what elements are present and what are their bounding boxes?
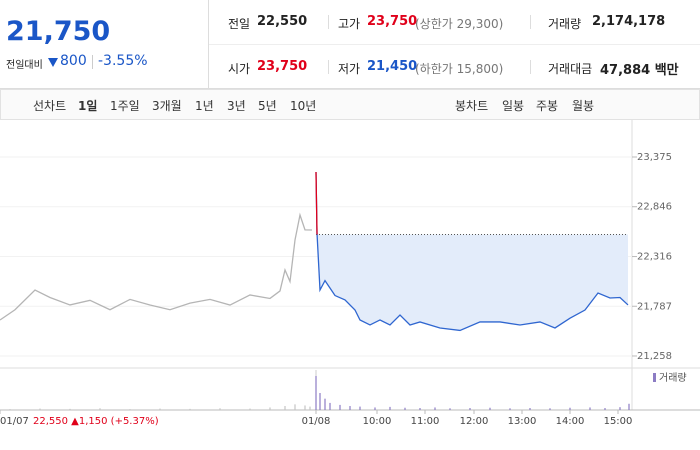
divider xyxy=(328,15,329,29)
volume-bar xyxy=(304,405,306,410)
volume-bar xyxy=(529,408,531,410)
x-tick-label: 15:00 xyxy=(604,416,633,427)
volume-bar xyxy=(449,408,451,410)
prev-day-note: 22,550 ▲1,150 (+5.37%) xyxy=(33,416,159,427)
stat-value: 23,750 xyxy=(257,59,308,74)
stat-note: (하한가 15,800) xyxy=(415,62,504,76)
down-icon xyxy=(48,58,58,67)
volume-bar xyxy=(628,403,630,410)
volume-bar xyxy=(319,393,321,410)
y-tick-label: 22,316 xyxy=(637,252,672,263)
tab[interactable]: 3년 xyxy=(227,99,246,113)
volume-bar xyxy=(39,408,41,410)
divider xyxy=(530,60,531,74)
volume-bar xyxy=(284,406,286,410)
stat-value: 22,550 xyxy=(257,14,308,29)
volume-bar xyxy=(9,409,11,410)
volume-bar xyxy=(589,407,591,410)
chart: 21,258 21,787 22,316 22,846 23,375 01/07 01/08… xyxy=(0,120,700,427)
stat-label: 고가 xyxy=(338,17,361,31)
volume-bar xyxy=(159,408,161,410)
stat-value: 2,174,178 xyxy=(592,14,666,29)
volume-bar xyxy=(359,406,361,410)
legend-label: 거래량 xyxy=(659,372,687,384)
tab[interactable]: 1년 xyxy=(195,99,214,113)
stat-label: 시가 xyxy=(228,62,251,76)
volume-bar xyxy=(99,408,101,410)
x-tick-label: 13:00 xyxy=(508,416,537,427)
volume-bar xyxy=(374,407,376,410)
volume-bar xyxy=(189,408,191,410)
tab-group-label: 선차트 xyxy=(33,99,67,113)
stat-value: 23,750 xyxy=(367,14,418,29)
volume-bar xyxy=(389,406,391,410)
volume-bar xyxy=(569,407,571,410)
x-tick-label: 12:00 xyxy=(460,416,489,427)
y-tick-label: 21,787 xyxy=(637,301,672,312)
divider xyxy=(92,55,93,69)
divider xyxy=(208,0,209,88)
change-label: 전일대비 xyxy=(6,60,43,71)
volume-bar xyxy=(349,406,351,410)
volume-bar xyxy=(129,409,131,410)
volume-bar xyxy=(294,404,296,410)
volume-bar xyxy=(404,407,406,410)
x-tick-label: 01/08 xyxy=(302,416,331,427)
volume-bar xyxy=(604,408,606,410)
volume-bar xyxy=(249,408,251,410)
x-tick-label: 10:00 xyxy=(363,416,392,427)
price-line xyxy=(315,172,629,332)
price: 21,750 xyxy=(6,16,111,47)
volume-bar xyxy=(419,408,421,410)
volume-bar xyxy=(329,402,331,410)
x-tick-label: 14:00 xyxy=(556,416,585,427)
volume-bar xyxy=(509,408,511,410)
divider xyxy=(328,60,329,74)
header xyxy=(0,0,700,89)
tab[interactable]: 1일 xyxy=(78,99,98,113)
tab[interactable]: 월봉 xyxy=(572,99,595,113)
stat-value: 47,884 백만 xyxy=(600,63,679,78)
volume-bar xyxy=(309,406,311,410)
tab-group-label: 봉차트 xyxy=(455,99,489,113)
volume-bar xyxy=(69,408,71,410)
price-line xyxy=(0,212,313,321)
volume-bar xyxy=(434,407,436,410)
volume-bar xyxy=(489,407,491,410)
change-pct: -3.55% xyxy=(98,53,148,69)
tab[interactable]: 주봉 xyxy=(536,99,559,113)
stat-label: 거래대금 xyxy=(548,62,593,76)
tab[interactable]: 일봉 xyxy=(502,99,525,113)
y-tick-label: 23,375 xyxy=(637,152,672,163)
stat-label: 저가 xyxy=(338,62,361,76)
stat-value: 21,450 xyxy=(367,59,418,74)
y-tick-label: 21,258 xyxy=(637,351,672,362)
tab[interactable]: 5년 xyxy=(258,99,277,113)
stat-label: 거래량 xyxy=(548,17,582,31)
tab[interactable]: 3개월 xyxy=(152,99,182,113)
volume-bar xyxy=(469,408,471,410)
tab-bar xyxy=(0,89,700,120)
tab[interactable]: 1주일 xyxy=(110,99,140,113)
volume-bar xyxy=(315,376,317,410)
divider xyxy=(530,15,531,29)
area xyxy=(316,172,628,331)
volume-bar xyxy=(324,398,326,410)
x-tick-label: 01/07 xyxy=(0,416,29,427)
stat-label: 전일 xyxy=(228,17,251,31)
volume-bar xyxy=(549,408,551,410)
y-tick-label: 22,846 xyxy=(637,202,672,213)
tab[interactable]: 10년 xyxy=(290,99,317,113)
volume-bar xyxy=(269,407,271,410)
stat-note: (상한가 29,300) xyxy=(415,17,504,31)
x-tick-label: 11:00 xyxy=(411,416,440,427)
legend-swatch xyxy=(653,373,656,382)
change: 800 xyxy=(60,53,87,69)
volume-bar xyxy=(219,408,221,410)
volume-bar xyxy=(339,404,341,410)
divider xyxy=(209,44,700,45)
volume-bar xyxy=(619,407,621,410)
